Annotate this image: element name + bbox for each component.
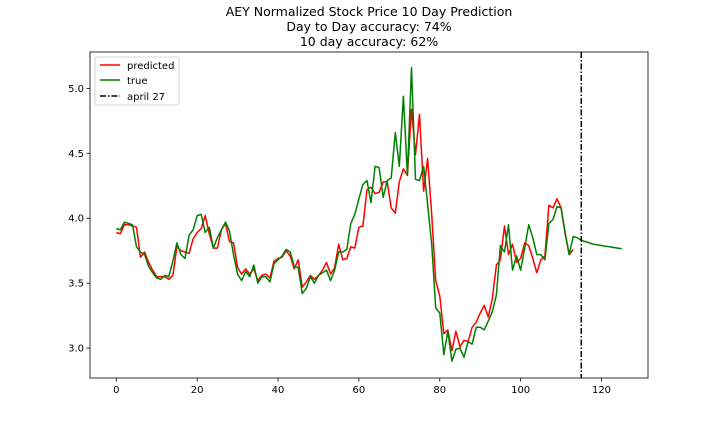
x-tick-label: 20 [191, 385, 204, 396]
x-axis: 0 20 40 60 80 100 120 [113, 378, 611, 396]
chart-title-line-3: 10 day accuracy: 62% [300, 34, 438, 49]
x-tick-label: 100 [511, 385, 530, 396]
y-tick-label: 4.0 [68, 214, 84, 225]
y-axis: 3.0 3.5 4.0 4.5 5.0 [68, 84, 90, 355]
legend-label-true: true [127, 76, 148, 87]
legend-label-april-27: april 27 [127, 92, 165, 103]
legend-box [94, 56, 180, 106]
plot-frame [89, 51, 649, 379]
y-tick-label: 5.0 [68, 84, 84, 95]
chart-title-line-2: Day to Day accuracy: 74% [286, 19, 451, 34]
x-tick-label: 120 [592, 385, 611, 396]
legend-label-predicted: predicted [127, 61, 174, 72]
y-tick-label: 3.5 [68, 279, 84, 290]
y-tick-label: 4.5 [68, 149, 84, 160]
series-line-true [116, 66, 622, 362]
x-tick-label: 40 [272, 385, 285, 396]
series-line-predicted [116, 108, 574, 352]
x-tick-label: 80 [433, 385, 446, 396]
y-tick-label: 3.0 [68, 344, 84, 355]
chart-title-line-1: AEY Normalized Stock Price 10 Day Predic… [226, 4, 513, 19]
x-tick-label: 60 [353, 385, 366, 396]
x-tick-label: 0 [113, 385, 119, 396]
legend: predicted true april 27 [94, 56, 180, 106]
series-layer [116, 66, 622, 362]
plot-area [89, 51, 649, 379]
